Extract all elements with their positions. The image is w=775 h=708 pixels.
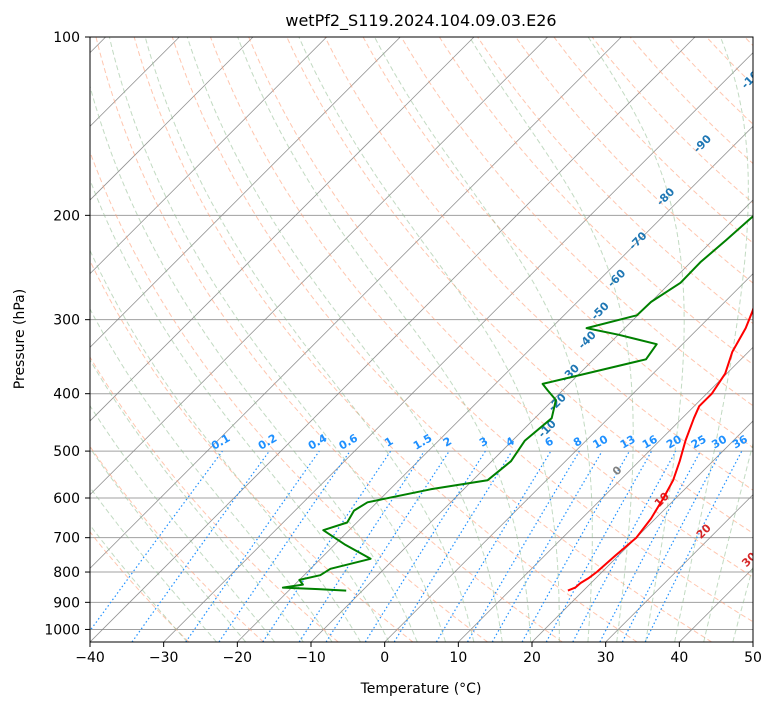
moist-adiabat <box>90 308 333 642</box>
moist-adiabat <box>732 564 753 642</box>
moist-adiabat <box>90 404 276 642</box>
dry-adiabat <box>438 37 753 366</box>
x-tick-label: 20 <box>523 650 541 666</box>
axes: −40 −30 −20 −10 0 10 20 30 40 50 1000 900 800 700 600 5… <box>44 30 762 666</box>
dry-adiabat <box>95 37 563 642</box>
y-tick-label: 800 <box>53 565 80 581</box>
dry-adiabat <box>324 37 753 491</box>
mixing-ratio-line <box>131 450 270 642</box>
moist-adiabat <box>237 37 532 642</box>
isotherm-line <box>90 37 327 275</box>
y-tick-label: 400 <box>53 387 80 403</box>
y-tick-label: 900 <box>53 595 80 611</box>
isotherm-line <box>90 37 548 496</box>
mixing-ratio-line <box>218 450 351 642</box>
mixing-ratio-line <box>325 450 450 642</box>
dry-adiabat <box>248 37 753 578</box>
mixing-ratio-line <box>572 450 677 642</box>
moist-adiabat <box>298 37 560 642</box>
moist-adiabat <box>186 37 503 642</box>
mixing-ratio-line <box>262 450 392 642</box>
dry-adiabat <box>477 37 753 325</box>
isotherm-line <box>90 37 622 569</box>
moist-adiabat <box>674 37 749 642</box>
mixing-ratio-line <box>90 450 223 632</box>
y-tick-label: 300 <box>53 313 80 329</box>
dry-adiabat <box>362 37 753 449</box>
mixing-ratio-line <box>185 450 320 642</box>
dry-adiabat <box>90 150 488 642</box>
dry-adiabat <box>90 259 414 642</box>
dewpoint-profile <box>281 214 753 592</box>
x-tick-label: 50 <box>744 650 762 666</box>
x-axis-label: Temperature (°C) <box>360 681 482 697</box>
x-tick-label: 30 <box>597 650 615 666</box>
y-tick-label: 500 <box>53 444 80 460</box>
isotherm-line <box>90 37 401 348</box>
y-tick-label: 1000 <box>44 622 80 638</box>
mixing-ratio-line <box>521 450 631 642</box>
x-tick-label: −30 <box>149 650 179 666</box>
x-tick-label: 40 <box>670 650 688 666</box>
y-tick-label: 100 <box>53 30 80 46</box>
plot-frame <box>89 36 754 643</box>
moist-adiabat <box>90 358 304 642</box>
chart-title: wetPf2_S119.2024.104.09.03.E26 <box>285 11 556 31</box>
y-tick-label: 600 <box>53 491 80 507</box>
dry-adiabat <box>171 37 712 642</box>
x-tick-label: −40 <box>75 650 105 666</box>
sounding-profiles <box>281 214 753 592</box>
isotherm-line <box>458 346 753 642</box>
dry-adiabat <box>553 37 753 244</box>
x-tick-label: −10 <box>296 650 326 666</box>
isotherm-line <box>90 37 475 422</box>
background-lines <box>90 37 753 642</box>
mixing-ratio-line <box>393 450 513 642</box>
x-tick-label: −20 <box>223 650 253 666</box>
isotherm-line <box>384 273 753 642</box>
dry-adiabat <box>591 37 753 204</box>
moist-adiabat <box>90 178 390 642</box>
isotherm-line <box>605 494 753 642</box>
moist-adiabat <box>144 37 475 642</box>
mixing-ratio-line <box>545 450 653 642</box>
moist-adiabat <box>90 249 362 642</box>
mixing-ratio-line <box>644 450 743 642</box>
dry-adiabat <box>90 531 190 642</box>
dry-adiabat <box>286 37 753 534</box>
isotherm-line <box>163 52 753 642</box>
x-tick-label: 0 <box>380 650 389 666</box>
dry-adiabat <box>133 37 638 642</box>
moist-adiabat <box>90 447 247 642</box>
y-axis-label: Pressure (hPa) <box>12 289 28 389</box>
moist-adiabat <box>374 37 593 642</box>
x-tick-label: 10 <box>449 650 467 666</box>
moist-adiabat <box>703 441 753 642</box>
dry-adiabat <box>400 37 753 407</box>
isotherm-line <box>90 37 254 201</box>
dry-adiabat <box>90 356 339 642</box>
temperature-profile <box>567 306 753 592</box>
y-tick-label: 200 <box>53 208 80 224</box>
y-tick-label: 700 <box>53 531 80 547</box>
moist-adiabat <box>108 37 446 642</box>
